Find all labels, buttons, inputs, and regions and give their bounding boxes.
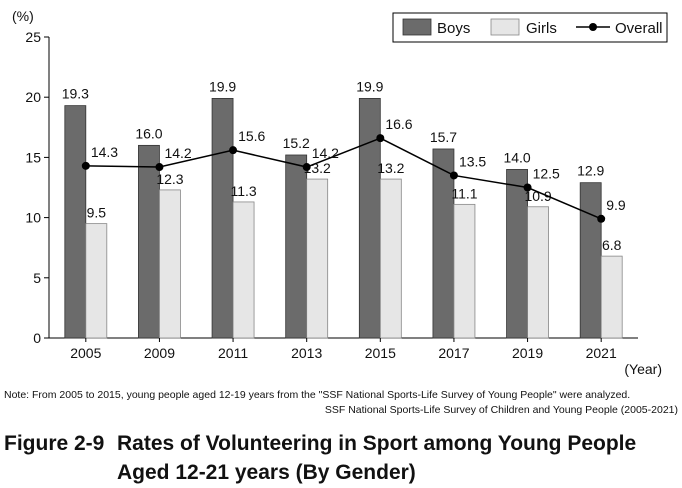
overall-value-label: 12.5 <box>533 166 560 182</box>
bar-girls <box>232 201 255 339</box>
boys-value-label: 16.0 <box>135 125 162 141</box>
bar-girls <box>85 223 108 339</box>
legend-label-boys: Boys <box>437 20 470 37</box>
overall-point <box>523 183 532 192</box>
overall-value-label: 13.5 <box>459 153 486 169</box>
figure-title: Figure 2-9 Rates of Volunteering in Sport… <box>4 433 636 454</box>
overall-value-label: 9.9 <box>606 197 626 213</box>
girls-value-label: 11.1 <box>451 185 477 201</box>
overall-point <box>302 163 311 172</box>
bar-boys <box>211 98 234 339</box>
x-tick-label: 2015 <box>365 345 396 361</box>
overall-value-label: 14.3 <box>91 144 118 160</box>
overall-value-label: 14.2 <box>312 145 339 161</box>
legend-box <box>392 12 668 43</box>
girls-value-label: 11.3 <box>230 183 256 199</box>
overall-point <box>449 171 458 180</box>
note-text: Note: From 2005 to 2015, young people ag… <box>4 389 631 401</box>
x-tick-label: 2017 <box>438 345 469 361</box>
boys-value-label: 14.0 <box>503 149 530 165</box>
overall-point <box>155 163 164 172</box>
bar-girls <box>379 178 402 339</box>
x-tick-label: 2013 <box>291 345 322 361</box>
girls-value-label: 12.3 <box>156 171 183 187</box>
figure-title-line2: Aged 12-21 years (By Gender) <box>117 461 416 484</box>
girls-value-label: 13.2 <box>377 160 404 176</box>
source-text: SSF National Sports-Life Survey of Child… <box>324 404 678 416</box>
bar-boys <box>579 182 602 339</box>
bar-girls <box>600 255 623 339</box>
boys-value-label: 15.7 <box>430 129 457 145</box>
legend-label-girls: Girls <box>526 20 557 37</box>
chart: 0 5 10 15 20 25 (%) 2005 2009 2011 2013 2015 2017 201… <box>12 8 668 377</box>
x-tick-label: 2021 <box>586 345 617 361</box>
overall-point <box>597 214 606 223</box>
boys-value-label: 15.2 <box>283 135 310 151</box>
y-tick-label: 0 <box>33 330 41 346</box>
x-tick-label: 2009 <box>144 345 175 361</box>
boys-value-label: 19.9 <box>356 78 383 94</box>
girls-value-label: 10.9 <box>524 188 551 204</box>
overall-line <box>85 137 602 220</box>
overall-value-label: 14.2 <box>164 145 191 161</box>
y-tick-label: 15 <box>25 149 41 165</box>
legend-label-overall: Overall <box>615 20 663 37</box>
bar-girls <box>453 203 476 339</box>
overall-value-label: 16.6 <box>385 116 412 132</box>
bar-boys <box>285 154 308 339</box>
bar-girls <box>159 189 181 339</box>
figure-title-line1: Rates of Volunteering in Sport among You… <box>117 432 637 455</box>
boys-value-label: 12.9 <box>577 163 604 179</box>
overall-point <box>376 134 385 143</box>
y-unit-label: (%) <box>12 8 34 24</box>
boys-value-label: 19.3 <box>62 86 89 102</box>
y-tick-label: 10 <box>25 210 41 226</box>
figure-number: Figure 2-9 <box>4 432 105 455</box>
x-tick-label: 2019 <box>512 345 543 361</box>
y-tick-label: 25 <box>25 29 41 45</box>
y-tick-label: 20 <box>25 89 41 105</box>
girls-value-label: 9.5 <box>87 205 107 221</box>
legend-swatch-boys <box>402 18 432 36</box>
bar-boys <box>358 98 381 339</box>
x-unit-label: (Year) <box>624 361 662 377</box>
overall-point <box>229 146 238 155</box>
boys-value-label: 19.9 <box>209 78 236 94</box>
bar-boys <box>64 105 87 339</box>
bar-girls <box>527 206 549 339</box>
legend-swatch-girls <box>490 18 520 36</box>
girls-value-label: 6.8 <box>602 237 622 253</box>
overall-value-label: 15.6 <box>238 128 265 144</box>
y-tick-label: 5 <box>33 270 41 286</box>
x-tick-label: 2005 <box>70 345 101 361</box>
x-tick-label: 2011 <box>218 345 248 361</box>
bar-girls <box>306 178 329 339</box>
overall-point <box>81 161 90 170</box>
legend-marker-overall <box>589 23 597 31</box>
girls-value-label: 13.2 <box>304 160 331 176</box>
